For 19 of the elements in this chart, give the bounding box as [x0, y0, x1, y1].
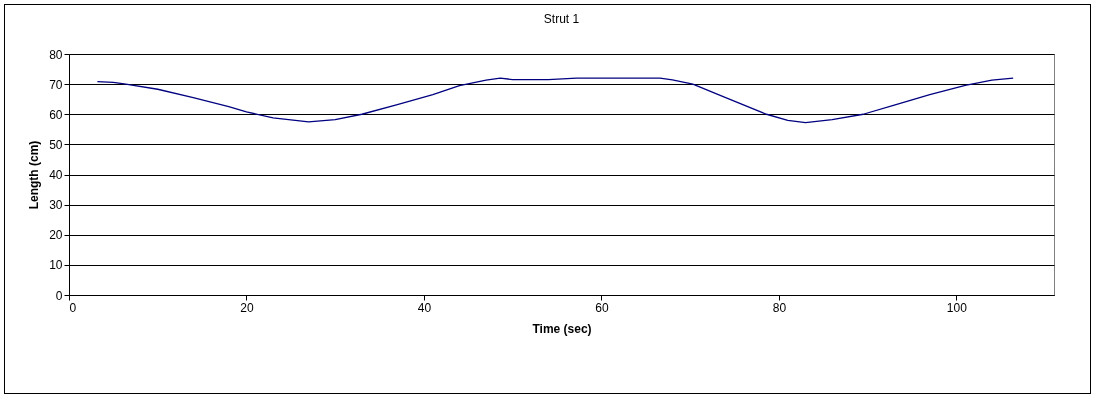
- chart-title: Strut 1: [543, 12, 580, 26]
- y-tick-label: 80: [49, 47, 63, 62]
- x-tick-label: 0: [69, 300, 77, 315]
- x-tick-label: 40: [417, 300, 432, 315]
- x-tick-label: 100: [946, 300, 968, 315]
- x-tick-label: 20: [240, 300, 254, 315]
- y-tick-label: 30: [49, 198, 63, 213]
- x-tick-label: 60: [595, 300, 609, 315]
- y-tick-label: 40: [49, 168, 63, 182]
- y-tick-label: 60: [49, 107, 63, 122]
- x-axis-title: Time (sec): [532, 321, 592, 336]
- y-tick-label: 10: [49, 258, 63, 273]
- y-tick-label: 20: [49, 228, 63, 243]
- line-series: [96, 77, 1014, 124]
- y-tick-label: 0: [55, 288, 63, 303]
- y-axis-title: Length (cm): [27, 140, 42, 210]
- y-tick-label: 50: [49, 137, 63, 152]
- y-tick-label: 70: [49, 77, 63, 92]
- x-tick-label: 80: [772, 300, 787, 315]
